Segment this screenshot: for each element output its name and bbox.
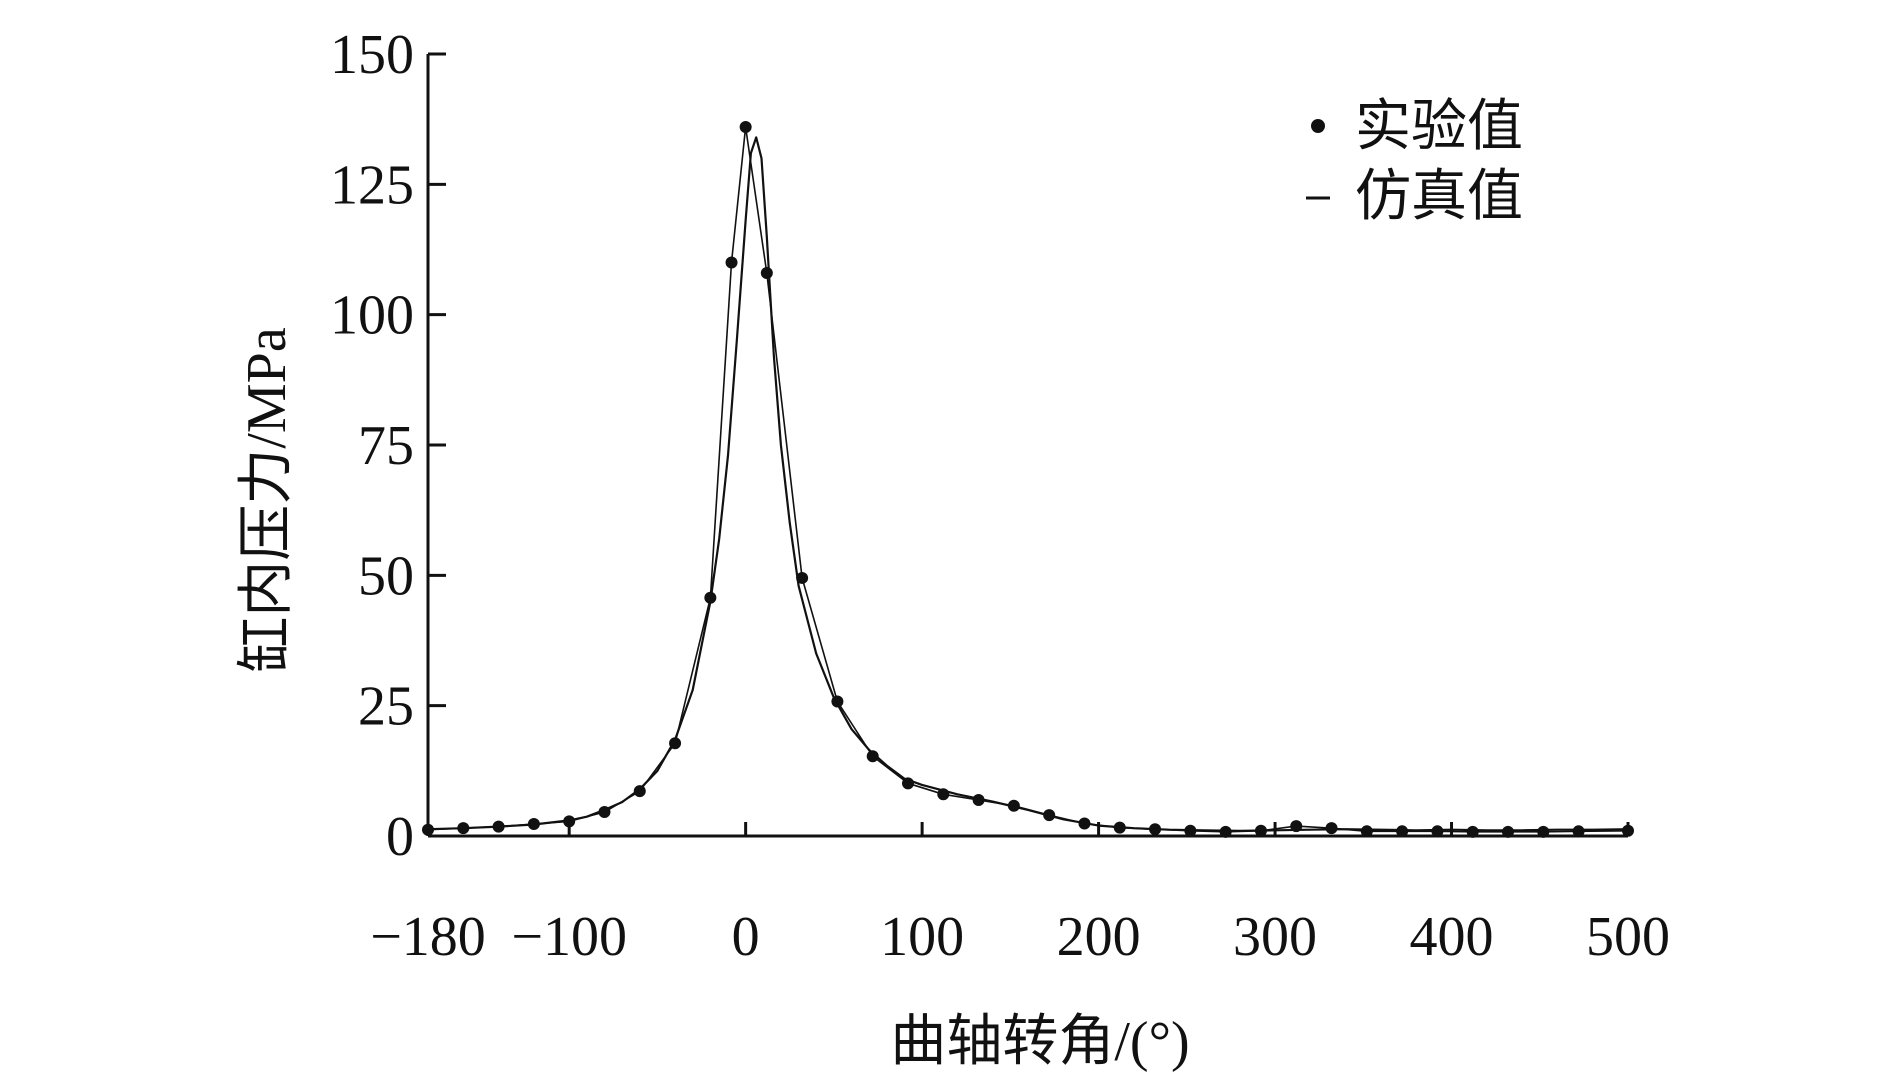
data-point-experimental bbox=[669, 737, 682, 750]
data-point-experimental bbox=[1537, 825, 1550, 838]
y-tick-label: 75 bbox=[358, 415, 414, 477]
y-axis-label: 缸内压力/MPa bbox=[236, 327, 298, 672]
series-line-experimental bbox=[427, 126, 1629, 833]
axes: 0 25 50 75 100 125 150 −180 −100 0 100 200 300 400 500 bbox=[330, 24, 1670, 968]
x-tick-label: 400 bbox=[1410, 906, 1494, 968]
data-point-experimental bbox=[1149, 823, 1162, 836]
x-tick-label: −180 bbox=[370, 906, 486, 968]
data-point-experimental bbox=[1043, 809, 1056, 822]
series-layer bbox=[422, 120, 1634, 838]
data-point-experimental bbox=[1622, 824, 1634, 837]
data-point-experimental bbox=[1113, 821, 1126, 834]
data-point-experimental bbox=[796, 571, 809, 584]
y-tick-label: 125 bbox=[330, 154, 414, 216]
data-point-experimental bbox=[492, 820, 505, 833]
x-tick-label: −100 bbox=[511, 906, 627, 968]
data-point-experimental bbox=[972, 794, 985, 807]
x-tick-label: 0 bbox=[732, 906, 760, 968]
data-point-experimental bbox=[831, 695, 844, 708]
data-point-experimental bbox=[866, 750, 879, 763]
y-tick-label: 150 bbox=[330, 24, 414, 86]
data-point-experimental bbox=[457, 822, 470, 835]
data-point-experimental bbox=[1007, 799, 1020, 812]
x-tick-label: 200 bbox=[1057, 906, 1141, 968]
y-tick-label: 25 bbox=[358, 676, 414, 738]
data-point-experimental bbox=[633, 785, 646, 798]
legend-label-experimental: 实验值 bbox=[1355, 96, 1523, 158]
data-point-experimental bbox=[704, 591, 717, 604]
data-point-experimental bbox=[1290, 820, 1303, 833]
data-point-experimental bbox=[1360, 825, 1373, 838]
data-point-experimental bbox=[422, 823, 434, 836]
data-point-experimental bbox=[1431, 825, 1444, 838]
data-point-experimental bbox=[1572, 825, 1585, 838]
series-line-simulated bbox=[427, 136, 1629, 832]
data-point-experimental bbox=[739, 120, 752, 133]
data-point-experimental bbox=[937, 788, 950, 801]
data-point-experimental bbox=[563, 815, 576, 828]
data-point-experimental bbox=[760, 266, 773, 279]
y-tick-label: 100 bbox=[330, 285, 414, 347]
x-axis-label: 曲轴转角/(°) bbox=[890, 1011, 1189, 1073]
x-tick-label: 300 bbox=[1233, 906, 1317, 968]
data-point-experimental bbox=[1502, 825, 1514, 838]
data-point-experimental bbox=[598, 806, 611, 819]
x-tick-label: 500 bbox=[1586, 906, 1670, 968]
data-point-experimental bbox=[902, 777, 914, 790]
data-point-experimental bbox=[1219, 825, 1232, 838]
x-tick-label: 100 bbox=[880, 906, 964, 968]
data-point-experimental bbox=[725, 256, 738, 269]
legend-marker-dot bbox=[1311, 119, 1325, 133]
data-point-experimental bbox=[1184, 824, 1197, 837]
data-point-experimental bbox=[1254, 824, 1267, 837]
y-tick-label: 0 bbox=[386, 806, 414, 868]
data-point-experimental bbox=[1325, 822, 1338, 835]
data-point-experimental bbox=[527, 818, 540, 831]
y-tick-label: 50 bbox=[358, 545, 414, 607]
data-point-experimental bbox=[1396, 825, 1409, 838]
legend-label-simulated: 仿真值 bbox=[1355, 166, 1523, 228]
legend: 实验值 仿真值 bbox=[1306, 96, 1523, 228]
data-point-experimental bbox=[1466, 825, 1479, 838]
data-point-experimental bbox=[1078, 817, 1091, 830]
